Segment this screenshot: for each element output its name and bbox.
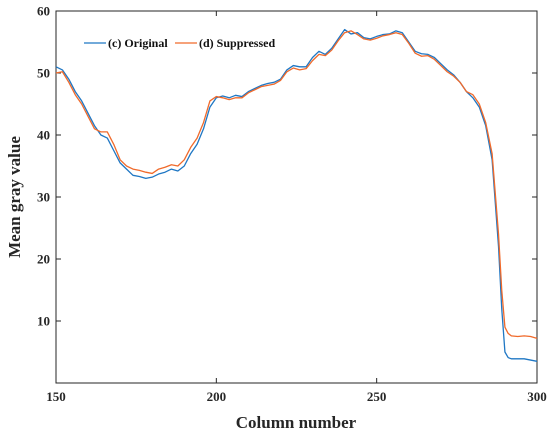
x-tick-label: 250 (367, 389, 387, 404)
x-tick-label: 200 (207, 389, 227, 404)
y-axis-label: Mean gray value (5, 136, 24, 258)
series-layer (55, 28, 538, 362)
y-tick-label: 40 (37, 128, 50, 143)
x-tick-label: 150 (46, 389, 66, 404)
y-axis-ticks: 10 20 30 40 50 60 (37, 4, 537, 329)
legend-label-suppressed: (d) Suppressed (199, 36, 275, 50)
plot-frame (55, 10, 538, 384)
y-tick-label: 60 (37, 4, 50, 19)
x-axis-label: Column number (236, 413, 357, 432)
series-line-suppressed (55, 30, 538, 339)
y-tick-label: 10 (37, 314, 50, 329)
x-tick-label: 300 (527, 389, 547, 404)
legend-label-original: (c) Original (108, 36, 168, 50)
legend: (c) Original (d) Suppressed (84, 36, 275, 50)
y-tick-label: 20 (37, 252, 50, 267)
x-axis-ticks: 150 200 250 300 (46, 11, 547, 404)
y-tick-label: 50 (37, 66, 50, 81)
y-tick-label: 30 (37, 190, 50, 205)
